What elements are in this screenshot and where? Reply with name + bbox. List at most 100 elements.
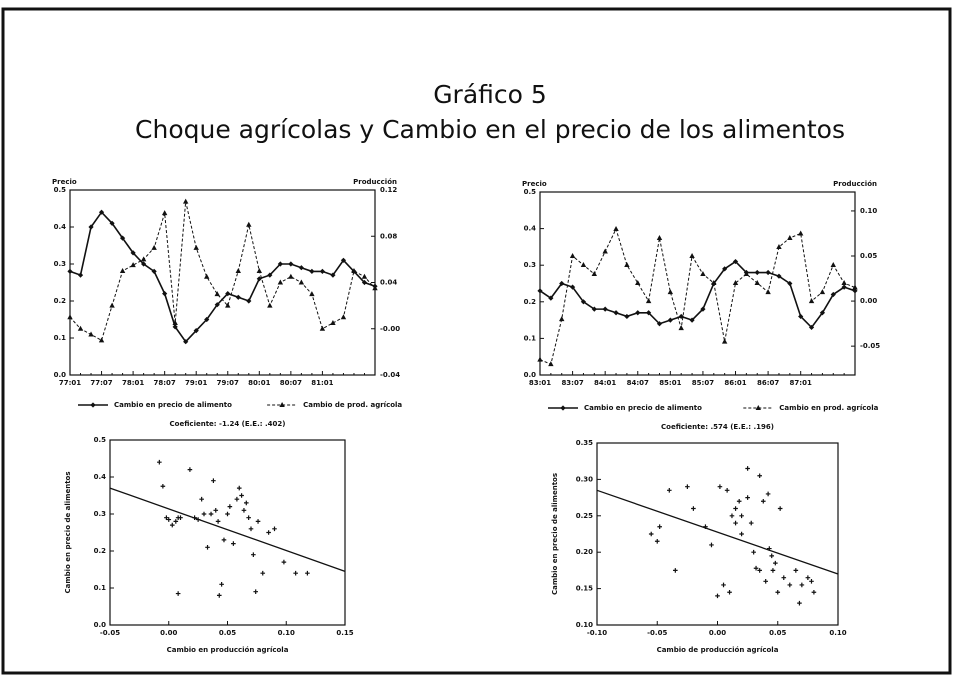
scatter-point (219, 582, 224, 587)
y2-tick-label: 0.10 (860, 207, 877, 215)
scatter-point (775, 589, 781, 595)
scatter-point (763, 579, 768, 584)
scatter-point (293, 570, 298, 576)
y-tick-label: 0.0 (94, 621, 107, 629)
legend-label: Cambio de prod. agrícola (303, 401, 402, 409)
y-tick-label: 0.2 (54, 297, 67, 305)
scatter-point (673, 568, 678, 573)
x-tick-label: 78:07 (154, 379, 176, 387)
point-marker (613, 310, 619, 316)
y-axis-title: Cambio en precio de alimentos (64, 471, 72, 593)
point-marker (204, 273, 210, 279)
scatter-point (757, 568, 762, 573)
scatter-point (751, 549, 756, 555)
x-tick-label: 83:01 (529, 379, 551, 387)
scatter-point (241, 508, 247, 513)
point-marker (754, 269, 760, 276)
y2-tick-label: -0.05 (860, 342, 880, 350)
point-marker (765, 269, 771, 276)
scatter-point (767, 546, 772, 551)
x-tick-label: 79:07 (217, 379, 239, 387)
point-marker (678, 325, 684, 331)
y2-tick-label: 0.00 (860, 297, 877, 305)
point-marker (841, 280, 847, 286)
point-marker (830, 291, 836, 298)
scatter-point (227, 504, 233, 509)
scatter-point (211, 478, 216, 483)
x-tick-label: 78:01 (122, 379, 144, 387)
x-tick-label: 86:07 (757, 379, 779, 387)
scatter-point (253, 589, 258, 594)
y2-axis-title: Producción (353, 178, 397, 186)
y2-tick-label: 0.08 (380, 232, 397, 240)
point-marker (776, 273, 782, 279)
point-marker (721, 338, 728, 344)
legend-label: Cambio en precio de alimento (114, 401, 232, 409)
x-tick-label: 0.00 (709, 629, 726, 637)
y-tick-label: 0.5 (54, 186, 67, 194)
scatter-point (769, 553, 775, 559)
scatter-point (770, 568, 776, 573)
point-marker (361, 279, 368, 286)
point-marker (298, 279, 305, 285)
scatter-point (234, 496, 240, 502)
point-marker (646, 310, 652, 316)
point-marker (732, 258, 739, 265)
x-axis-title: Cambio de producción agrícola (657, 646, 779, 654)
y-tick-label: 0.1 (524, 334, 537, 342)
scatter-point (799, 582, 805, 588)
scatter-point (248, 526, 254, 532)
scatter-point (216, 593, 222, 598)
scatter-point (765, 491, 771, 497)
y2-tick-label: -0.04 (380, 371, 400, 379)
y-tick-label: 0.3 (524, 261, 537, 269)
point-marker (88, 331, 94, 337)
legend-label: Cambio en precio de alimento (584, 404, 702, 412)
point-marker (787, 280, 793, 287)
point-marker (624, 262, 630, 268)
point-marker (732, 280, 739, 286)
series-line (539, 260, 856, 329)
point-marker (77, 272, 84, 278)
legend-marker (755, 405, 761, 410)
point-marker (319, 268, 326, 274)
scatter-point (305, 570, 310, 576)
x-tick-label: 85:07 (692, 379, 714, 387)
annotation: Coeficiente: .574 (E.E.: .196) (661, 423, 774, 431)
scatter-point (266, 530, 271, 535)
point-marker (700, 271, 706, 277)
scatter-point (657, 524, 662, 530)
point-marker (351, 267, 357, 273)
scatter-point (169, 522, 175, 528)
point-marker (77, 325, 84, 331)
point-marker (277, 279, 284, 285)
point-marker (309, 268, 315, 274)
y2-axis-title: Producción (833, 180, 877, 188)
point-marker (797, 230, 804, 236)
scatter-point (231, 541, 236, 546)
y-tick-label: 0.2 (94, 547, 107, 555)
point-marker (235, 267, 241, 273)
point-marker (119, 267, 126, 273)
y-tick-label: 0.10 (576, 621, 593, 629)
scatter-point (157, 459, 162, 465)
point-marker (656, 234, 663, 240)
scatter-point (187, 467, 193, 472)
point-marker (580, 262, 587, 268)
point-marker (656, 321, 663, 327)
scatter-point (703, 524, 708, 530)
y-tick-label: 0.4 (54, 223, 67, 231)
scatter-point (164, 515, 169, 520)
y-tick-label: 0.2 (524, 298, 537, 306)
point-marker (819, 310, 826, 316)
point-marker (667, 317, 673, 323)
scatter-point (736, 498, 742, 504)
scatter-point (809, 579, 814, 584)
point-marker (689, 317, 695, 323)
scatter-point (246, 515, 251, 520)
point-marker (161, 210, 168, 216)
plot-frame (69, 189, 376, 376)
scatter-point (201, 511, 207, 517)
x-tick-label: 85:01 (659, 379, 681, 387)
point-marker (808, 298, 815, 304)
